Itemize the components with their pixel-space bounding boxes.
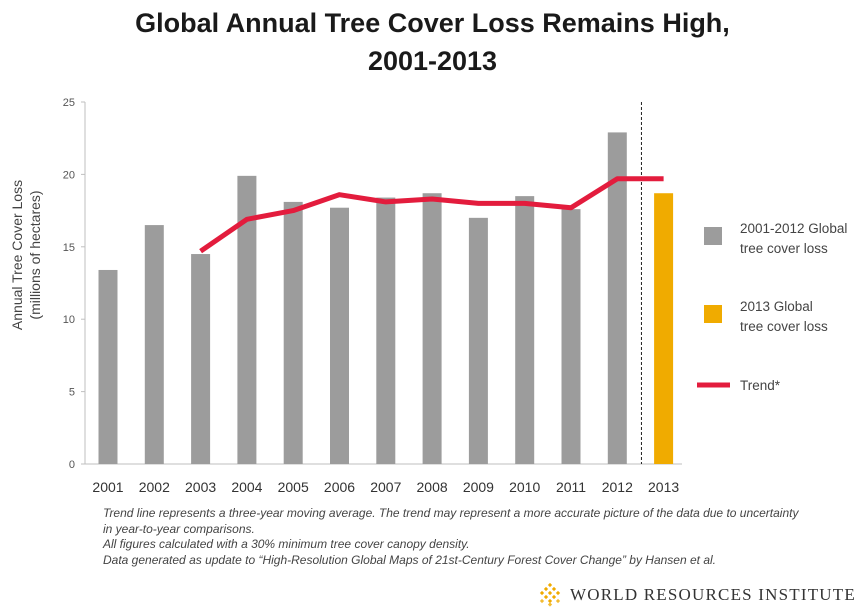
chart-title: Global Annual Tree Cover Loss Remains Hi… [0,4,865,80]
bar-2008 [422,193,442,464]
x-tick-label-2004: 2004 [231,479,262,495]
y-axis-title-line2: (millions of hectares) [27,190,43,319]
footnote-trend: Trend line represents a three-year movin… [103,506,799,520]
x-tick-label-2001: 2001 [92,479,123,495]
footnote-source: Data generated as update to “High-Resolu… [103,552,716,567]
y-tick-label-15: 15 [63,242,75,254]
y-tick-label-5: 5 [69,387,75,399]
wri-logo-text: WORLD RESOURCES INSTITUTE [570,585,856,604]
ticks-layer: 0 5 10 15 20 25 2001 2002 2003 2004 2005 2006 2007 20… [63,97,680,495]
bar-2003 [191,254,211,464]
chart-title-line2: 2001-2013 [367,46,498,76]
y-tick-label-10: 10 [63,314,75,326]
footnote-trend-cont: in year-to-year comparisons. [103,521,255,536]
x-tick-label-2005: 2005 [278,479,309,495]
bar-2012 [607,132,627,464]
bar-2010 [515,196,535,464]
bar-2011 [561,209,581,464]
legend-swatch-2 [704,305,722,323]
x-tick-label-2009: 2009 [463,479,494,495]
x-tick-label-2011: 2011 [556,479,586,495]
y-axis-title: Annual Tree Cover Loss (millions of hect… [9,180,43,330]
bar-2005 [283,201,303,465]
x-tick-label-2008: 2008 [417,479,448,495]
x-tick-label-2013: 2013 [648,479,679,495]
wri-diamond-lattice-icon [539,583,561,607]
legend-swatch-1 [704,227,722,245]
wri-logo: WORLD RESOURCES INSTITUTE [538,583,856,607]
legend-label-2-line1: 2013 Global [740,299,813,314]
legend-label-2-line2: tree cover loss [740,319,828,334]
bar-2004 [237,175,257,464]
trend-layer [199,176,664,254]
bar-2007 [376,197,396,464]
y-axis-title-line1: Annual Tree Cover Loss [9,180,25,330]
trend-line [199,176,664,254]
bars-layer [98,132,674,465]
x-tick-label-2006: 2006 [324,479,355,495]
bar-2009 [468,217,488,464]
x-tick-label-2002: 2002 [139,479,170,495]
x-tick-label-2003: 2003 [185,479,216,495]
bar-2001 [98,269,118,464]
legend-label-trend: Trend* [740,378,781,393]
legend-layer: 2001-2012 Global tree cover loss 2013 Glob… [697,221,847,393]
bar-2013 [654,193,674,464]
footnotes: Trend line represents a three-year movin… [103,506,823,568]
bar-2002 [144,225,164,464]
y-tick-label-20: 20 [63,169,75,181]
chart-title-line1: Global Annual Tree Cover Loss Remains Hi… [135,8,730,38]
legend-label-1-line2: tree cover loss [740,241,828,256]
x-tick-label-2007: 2007 [370,479,401,495]
y-tick-label-0: 0 [69,459,75,471]
tree-cover-loss-chart: 0 5 10 15 20 25 2001 2002 2003 2004 2005 2006 2007 20… [9,97,847,495]
y-tick-label-25: 25 [63,97,75,109]
x-tick-label-2012: 2012 [602,479,633,495]
legend-label-1-line1: 2001-2012 Global [740,221,847,236]
footnote-canopy: All figures calculated with a 30% minimu… [103,537,470,551]
bar-2006 [330,207,349,465]
x-tick-label-2010: 2010 [509,479,540,495]
